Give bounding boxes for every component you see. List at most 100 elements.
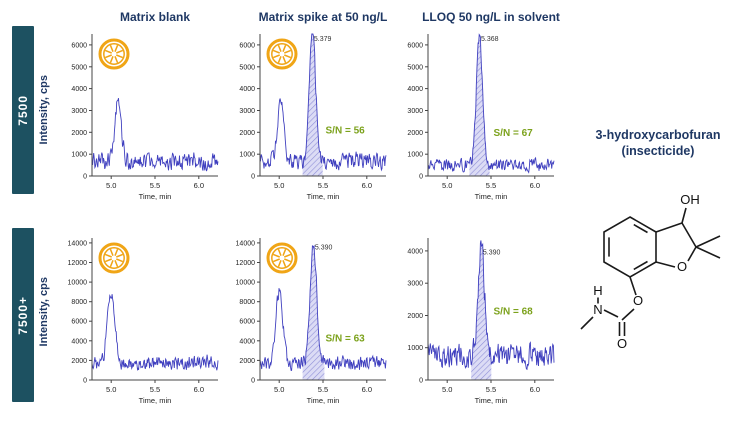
lemon-icon bbox=[266, 242, 298, 274]
y-tick-label: 3000 bbox=[407, 281, 423, 288]
y-tick-label: 2000 bbox=[71, 130, 87, 137]
x-tick-label: 5.5 bbox=[486, 181, 496, 190]
chromatogram: 0 2000 4000 6000 8000 10000 12000 14000 5.0 5.5 6.… bbox=[236, 238, 387, 405]
analyte-peak-fill bbox=[469, 34, 490, 176]
instrument-label-7500plus-text: 7500+ bbox=[16, 295, 30, 335]
x-axis-caption: Time, min bbox=[475, 192, 508, 201]
ester-oxygen-label: O bbox=[633, 293, 643, 308]
y-tick-label: 5000 bbox=[239, 64, 255, 71]
hydroxyl-label: OH bbox=[680, 192, 700, 207]
x-tick-label: 6.0 bbox=[194, 385, 204, 394]
y-tick-label: 0 bbox=[251, 174, 255, 181]
chromatogram-panel-7500plus-lloq: 0 1000 2000 3000 4000 5.0 5.5 6.0 Time, min 5.390… bbox=[394, 228, 560, 418]
y-axis-label-bottom-text: Intensity, cps bbox=[38, 277, 50, 347]
peak-retention-time: 5.379 bbox=[314, 36, 332, 43]
x-axis-caption: Time, min bbox=[139, 396, 172, 405]
ring-oxygen-label: O bbox=[677, 259, 687, 274]
column-header-lloq-solvent: LLOQ 50 ng/L in solvent bbox=[422, 10, 560, 24]
y-tick-label: 6000 bbox=[71, 42, 87, 49]
y-tick-label: 1000 bbox=[239, 152, 255, 159]
y-tick-label: 4000 bbox=[71, 338, 87, 345]
y-tick-label: 2000 bbox=[407, 130, 423, 137]
y-tick-label: 2000 bbox=[239, 130, 255, 137]
chromatogram-trace bbox=[91, 293, 219, 372]
nh-hydrogen-label: H bbox=[593, 283, 602, 298]
y-tick-label: 4000 bbox=[239, 338, 255, 345]
instrument-label-7500plus: 7500+ bbox=[12, 228, 34, 402]
analyte-peak-fill bbox=[471, 240, 492, 380]
x-tick-label: 5.0 bbox=[442, 385, 452, 394]
y-tick-label: 6000 bbox=[239, 319, 255, 326]
column-header-matrix-spike: Matrix spike at 50 ng/L bbox=[258, 10, 388, 24]
chromatogram-panel-7500plus-matrix-spike: 0 2000 4000 6000 8000 10000 12000 14000 5.0 5.5 6.… bbox=[226, 228, 392, 418]
y-tick-label: 5000 bbox=[71, 64, 87, 71]
lemon-icon bbox=[98, 242, 130, 274]
x-tick-label: 5.0 bbox=[442, 181, 452, 190]
lemon-icon bbox=[266, 38, 298, 70]
y-tick-label: 8000 bbox=[239, 299, 255, 306]
y-tick-label: 12000 bbox=[236, 260, 256, 267]
x-tick-label: 6.0 bbox=[530, 181, 540, 190]
carbonyl-oxygen-label: O bbox=[617, 336, 627, 351]
y-tick-label: 1000 bbox=[407, 152, 423, 159]
x-tick-label: 6.0 bbox=[194, 181, 204, 190]
chromatogram-panel-7500-matrix-blank: 0 1000 2000 3000 4000 5000 6000 5.0 5.5 6.0 Time, … bbox=[58, 24, 224, 214]
y-tick-label: 6000 bbox=[71, 319, 87, 326]
y-tick-label: 10000 bbox=[236, 280, 256, 287]
column-header-matrix-blank: Matrix blank bbox=[119, 10, 191, 24]
chromatogram: 0 2000 4000 6000 8000 10000 12000 14000 5.0 5.5 6.… bbox=[68, 238, 219, 405]
y-tick-label: 2000 bbox=[239, 358, 255, 365]
chromatogram-trace bbox=[259, 33, 387, 172]
x-tick-label: 5.5 bbox=[150, 181, 160, 190]
y-tick-label: 4000 bbox=[407, 86, 423, 93]
x-tick-label: 5.5 bbox=[150, 385, 160, 394]
structure-subtitle: (insecticide) bbox=[621, 143, 695, 158]
x-tick-label: 6.0 bbox=[362, 385, 372, 394]
peak-retention-time: 5.390 bbox=[483, 249, 501, 256]
y-tick-label: 4000 bbox=[407, 248, 423, 255]
peak-retention-time: 5.368 bbox=[481, 36, 499, 43]
y-axis-label-bottom: Intensity, cps bbox=[36, 230, 52, 394]
instrument-label-7500-text: 7500 bbox=[16, 94, 30, 126]
analyte-peak-fill bbox=[302, 245, 325, 380]
chromatogram-panel-7500-matrix-spike: 0 1000 2000 3000 4000 5000 6000 5.0 5.5 6.0 Time, … bbox=[226, 24, 392, 214]
x-tick-label: 5.5 bbox=[318, 181, 328, 190]
y-tick-label: 1000 bbox=[71, 152, 87, 159]
chromatogram: 0 1000 2000 3000 4000 5000 6000 5.0 5.5 6.0 Time, … bbox=[239, 33, 387, 201]
y-tick-label: 1000 bbox=[407, 345, 423, 352]
signal-to-noise-label: S/N = 63 bbox=[326, 334, 366, 345]
y-tick-label: 4000 bbox=[71, 86, 87, 93]
lemon-icon bbox=[98, 38, 130, 70]
signal-to-noise-label: S/N = 67 bbox=[494, 128, 534, 139]
nitrogen-label: N bbox=[593, 302, 602, 317]
y-tick-label: 12000 bbox=[68, 260, 88, 267]
y-tick-label: 3000 bbox=[71, 108, 87, 115]
y-tick-label: 6000 bbox=[239, 42, 255, 49]
chromatogram: 0 1000 2000 3000 4000 5.0 5.5 6.0 Time, min 5.390… bbox=[407, 238, 555, 405]
chromatogram-trace bbox=[427, 240, 555, 371]
x-tick-label: 5.0 bbox=[106, 181, 116, 190]
chromatogram-trace bbox=[259, 244, 387, 371]
y-tick-label: 6000 bbox=[407, 42, 423, 49]
y-tick-label: 3000 bbox=[239, 108, 255, 115]
x-tick-label: 5.0 bbox=[274, 385, 284, 394]
analyte-structure-block: 3-hydroxycarbofuran (insecticide) bbox=[568, 128, 748, 360]
y-tick-label: 5000 bbox=[407, 64, 423, 71]
y-tick-label: 14000 bbox=[68, 240, 88, 247]
chromatogram-panel-7500plus-matrix-blank: 0 2000 4000 6000 8000 10000 12000 14000 5.0 5.5 6.… bbox=[58, 228, 224, 418]
structure-title: 3-hydroxycarbofuran bbox=[595, 128, 721, 142]
y-tick-label: 0 bbox=[83, 174, 87, 181]
x-tick-label: 6.0 bbox=[362, 181, 372, 190]
instrument-label-7500: 7500 bbox=[12, 26, 34, 194]
peak-retention-time: 5.390 bbox=[315, 245, 333, 252]
x-tick-label: 5.5 bbox=[318, 385, 328, 394]
molecule-drawing: OH O O O N H bbox=[580, 192, 721, 351]
chromatogram-trace bbox=[91, 97, 219, 172]
y-axis-label-top: Intensity, cps bbox=[36, 28, 52, 192]
y-axis-label-top-text: Intensity, cps bbox=[38, 75, 50, 145]
x-axis-caption: Time, min bbox=[475, 396, 508, 405]
chromatogram-trace bbox=[427, 33, 555, 174]
chromatogram: 0 1000 2000 3000 4000 5000 6000 5.0 5.5 6.0 Time, … bbox=[407, 33, 555, 201]
y-tick-label: 10000 bbox=[68, 280, 88, 287]
x-tick-label: 6.0 bbox=[530, 385, 540, 394]
